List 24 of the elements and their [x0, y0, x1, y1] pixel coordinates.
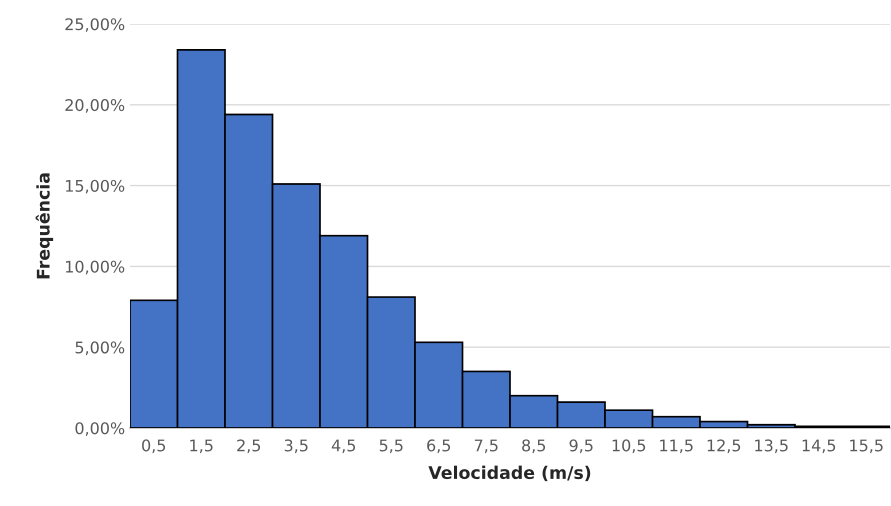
x-tick-label: 15,5 [850, 440, 883, 454]
x-axis-title: Velocidade (m/s) [428, 466, 590, 482]
x-tick-label: 0,5 [142, 439, 166, 454]
x-tick-label: 5,5 [380, 440, 403, 454]
y-axis-title: Frequência [36, 173, 54, 278]
x-tick-label: 7,5 [474, 440, 498, 454]
x-tick-label: 8,5 [522, 439, 546, 454]
y-tick-label: 20,00% [65, 99, 124, 113]
x-tick-label: 4,5 [332, 440, 356, 454]
x-tick-label: 13,5 [755, 439, 788, 454]
x-tick-label: 9,5 [570, 439, 593, 454]
y-tick-label: 25,00% [65, 18, 124, 32]
x-tick-label: 12,5 [708, 439, 740, 454]
x-tick-label: 14,5 [802, 440, 836, 454]
y-tick-label: 5,00% [76, 341, 124, 356]
x-tick-label: 3,5 [284, 439, 308, 454]
y-tick-label: 15,00% [66, 180, 124, 194]
x-tick-label: 2,5 [237, 439, 260, 454]
x-tick-label: 6,5 [427, 439, 450, 454]
x-tick-label: 11,5 [660, 440, 693, 454]
x-tick-label: 10,5 [612, 439, 646, 454]
y-tick-label: 0,00% [75, 422, 124, 436]
y-tick-label: 10,00% [66, 260, 124, 274]
x-tick-label: 1,5 [190, 440, 213, 454]
